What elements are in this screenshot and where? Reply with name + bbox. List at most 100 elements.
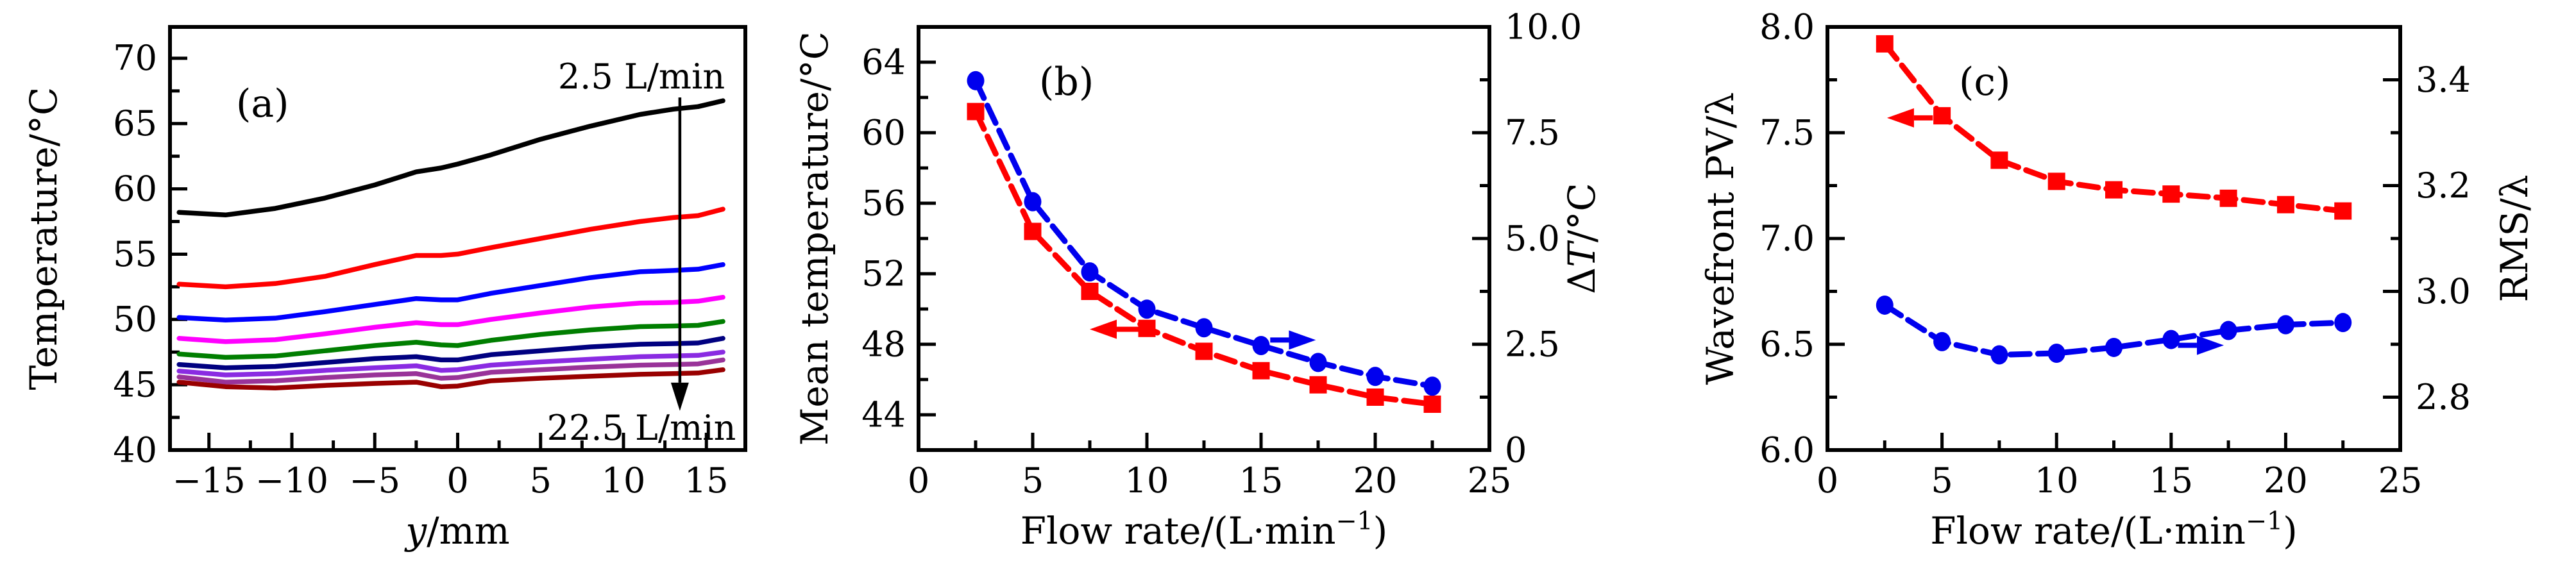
- annotation-top-flow-label: 2.5 L/min: [558, 56, 725, 97]
- left-axis-tick-label: 56: [861, 183, 906, 223]
- left-axis-tick-label: 7.0: [1759, 218, 1815, 258]
- curve-12.5-l-min: [176, 319, 725, 360]
- x-axis-tick-label: 0: [446, 460, 468, 501]
- x-axis-tick-label: 25: [2378, 460, 2423, 501]
- data-marker-circle: [2334, 313, 2352, 333]
- left-axis-tick-label: 7.5: [1759, 112, 1815, 153]
- left-axis-tick-label: 50: [113, 299, 157, 340]
- panel-c: 0 5 10 15 20 25 Flow rate/(L·min−1) 6.0 6.5 7.0 7.…: [1699, 6, 2536, 553]
- data-marker-square: [1423, 396, 1441, 413]
- curve-2.5-l-min: [176, 98, 725, 218]
- right-axis-tick-label: 3.2: [2416, 165, 2471, 206]
- data-marker-square: [1024, 222, 1042, 240]
- data-marker-square: [2105, 181, 2123, 199]
- data-marker-circle: [1933, 331, 1951, 351]
- left-axis-tick-label: 64: [861, 42, 906, 82]
- x-axis-tick-label: 20: [1353, 460, 1398, 501]
- data-marker-square: [1081, 283, 1099, 300]
- left-axis-tick-label: 8.0: [1759, 6, 1815, 47]
- right-axis-tick-label: 5.0: [1505, 218, 1560, 258]
- x-axis-tick-label: 10: [1125, 460, 1169, 501]
- data-marker-square: [1933, 107, 1951, 125]
- x-axis-tick-label: 10: [602, 460, 646, 501]
- right-axis-tick-label: 3.4: [2416, 60, 2471, 100]
- series-line-mean-temperature: [972, 108, 1436, 407]
- panel-letter-c: (c): [1959, 60, 2010, 104]
- left-axis-tick-label: 52: [861, 253, 906, 294]
- series-line--t: [972, 78, 1436, 389]
- left-axis-tick-label: 55: [113, 234, 157, 274]
- flow-direction-arrow-head: [670, 382, 689, 411]
- panel-a: −15 −10 −5 0 5 10 15 y/mm 40 45 50 55 60 65 70 Temperat…: [22, 25, 747, 553]
- data-marker-square: [1309, 376, 1327, 394]
- x-axis-tick-label: 15: [684, 460, 729, 501]
- x-axis-label: y/mm: [403, 509, 509, 553]
- x-axis-tick-label: −5: [349, 460, 400, 501]
- x-axis-label: Flow rate/(L·min−1): [1930, 506, 2297, 553]
- data-marker-square: [2047, 172, 2065, 190]
- data-marker-circle: [1138, 299, 1156, 319]
- data-marker-circle: [1081, 262, 1099, 282]
- x-axis-label: Flow rate/(L·min−1): [1021, 506, 1387, 553]
- curve-20-l-min: [176, 357, 725, 385]
- curve-17.5-l-min: [176, 349, 725, 378]
- annotation-bottom-flow-label: 22.5 L/min: [547, 408, 736, 448]
- x-axis-tick-label: 25: [1468, 460, 1512, 501]
- x-axis-tick-label: 5: [1931, 460, 1953, 501]
- plot-box: [1826, 25, 2402, 452]
- left-axis-tick-label: 40: [113, 430, 157, 470]
- axis-pointer-arrow-left-head: [1886, 108, 1914, 128]
- left-axis-label: Mean temperature/°C: [793, 31, 836, 446]
- data-marker-circle: [1366, 367, 1384, 387]
- data-marker-circle: [1309, 353, 1327, 372]
- data-marker-circle: [2162, 330, 2180, 349]
- curve-5-l-min: [176, 206, 725, 290]
- left-axis-tick-label: 60: [861, 112, 906, 153]
- left-axis-tick-label: 45: [113, 365, 157, 405]
- curve-7.5-l-min: [176, 262, 725, 323]
- data-marker-circle: [1195, 318, 1213, 338]
- left-axis-tick-label: 70: [113, 38, 157, 78]
- curve-15-l-min: [176, 336, 725, 371]
- left-axis-tick-label: 48: [861, 324, 906, 364]
- left-axis-tick-label: 6.0: [1759, 430, 1815, 470]
- right-axis-label: RMS/λ: [2493, 174, 2536, 302]
- x-axis-tick-label: −15: [173, 460, 246, 501]
- data-marker-circle: [2047, 344, 2065, 363]
- data-marker-circle: [967, 71, 985, 90]
- x-axis-tick-label: 5: [530, 460, 552, 501]
- data-marker-square: [2334, 202, 2352, 220]
- data-marker-square: [1252, 362, 1270, 380]
- data-marker-circle: [1252, 335, 1270, 355]
- x-axis-tick-label: −10: [255, 460, 328, 501]
- left-axis-tick-label: 60: [113, 169, 157, 209]
- right-axis-tick-label: 2.5: [1505, 324, 1560, 364]
- x-axis-tick-label: 0: [1817, 460, 1838, 501]
- plot-box: [917, 25, 1491, 452]
- data-marker-square: [2162, 185, 2180, 203]
- right-axis-tick-label: 7.5: [1505, 112, 1560, 153]
- axis-pointer-arrow-left-head: [1090, 319, 1117, 339]
- data-marker-square: [2276, 196, 2294, 213]
- left-axis-tick-label: 65: [113, 103, 157, 144]
- right-axis-tick-label: 2.8: [2416, 377, 2471, 417]
- x-axis-tick-label: 15: [2149, 460, 2193, 501]
- panel-b: 0 5 10 15 20 25 Flow rate/(L·min−1) 44 48 52 56 60 6…: [793, 6, 1604, 553]
- data-marker-circle: [2276, 315, 2294, 335]
- curve-10-l-min: [176, 294, 725, 344]
- right-axis-tick-label: 3.0: [2416, 271, 2471, 312]
- data-marker-circle: [2105, 337, 2123, 357]
- right-axis-tick-label: 0: [1505, 430, 1527, 470]
- left-axis-tick-label: 44: [861, 394, 906, 435]
- left-axis-tick-label: 6.5: [1759, 324, 1815, 364]
- data-marker-circle: [1423, 376, 1441, 396]
- data-marker-square: [967, 103, 985, 121]
- left-axis-label: Wavefront PV/λ: [1699, 92, 1742, 385]
- right-axis-tick-label: 10.0: [1505, 6, 1582, 47]
- data-marker-square: [1876, 35, 1894, 53]
- axis-pointer-arrow-right-head: [1289, 330, 1316, 350]
- data-marker-circle: [1876, 295, 1894, 315]
- x-axis-tick-label: 15: [1239, 460, 1284, 501]
